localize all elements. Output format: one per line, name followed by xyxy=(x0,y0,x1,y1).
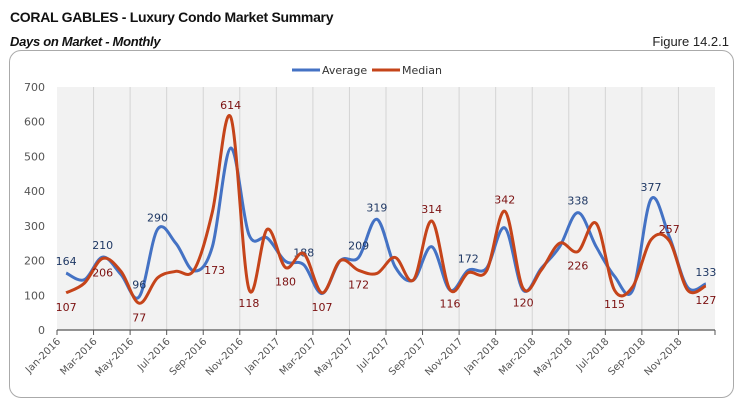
data-label: 172 xyxy=(458,252,479,265)
data-label: 164 xyxy=(56,255,77,268)
data-label: 173 xyxy=(204,264,225,277)
data-label: 96 xyxy=(132,279,146,292)
x-tick-label: Nov-2016 xyxy=(204,336,246,378)
y-tick-label: 400 xyxy=(24,185,45,198)
data-label: 172 xyxy=(348,278,369,291)
data-label: 342 xyxy=(494,193,515,206)
data-label: 377 xyxy=(641,181,662,194)
data-label: 206 xyxy=(92,266,113,279)
data-label: 116 xyxy=(439,298,460,311)
x-tick-label: Jul-2018 xyxy=(574,336,612,374)
data-label: 338 xyxy=(567,195,588,208)
x-tick-label: Jul-2017 xyxy=(355,336,393,374)
data-label: 77 xyxy=(132,311,146,324)
data-label: 107 xyxy=(56,301,77,314)
x-tick-label: Jan-2016 xyxy=(23,336,63,376)
data-label: 115 xyxy=(604,298,625,311)
data-label: 210 xyxy=(92,239,113,252)
y-tick-label: 100 xyxy=(24,289,45,302)
legend-label-median: Median xyxy=(402,64,442,77)
x-tick-label: Sep-2018 xyxy=(606,336,648,378)
y-tick-label: 700 xyxy=(24,81,45,94)
chart-frame xyxy=(9,50,734,398)
data-label: 257 xyxy=(659,223,680,236)
page-title: CORAL GABLES - Luxury Condo Market Summa… xyxy=(10,9,334,25)
data-label: 180 xyxy=(275,276,296,289)
data-label: 133 xyxy=(695,266,716,279)
x-tick-label: Jan-2017 xyxy=(243,336,283,376)
y-tick-label: 300 xyxy=(24,220,45,233)
x-tick-label: May-2016 xyxy=(93,336,136,379)
figure-number: Figure 14.2.1 xyxy=(652,34,729,49)
x-tick-label: May-2018 xyxy=(532,336,575,379)
y-tick-label: 500 xyxy=(24,150,45,163)
x-tick-label: Jul-2016 xyxy=(135,336,173,374)
y-tick-label: 600 xyxy=(24,116,45,129)
data-label: 226 xyxy=(567,260,588,273)
data-label: 127 xyxy=(695,294,716,307)
data-label: 314 xyxy=(421,203,442,216)
x-tick-label: May-2017 xyxy=(313,336,356,379)
data-label: 209 xyxy=(348,239,369,252)
legend-label-average: Average xyxy=(322,64,367,77)
data-label: 107 xyxy=(312,301,333,314)
y-tick-label: 200 xyxy=(24,255,45,268)
data-label: 290 xyxy=(147,211,168,224)
data-label: 319 xyxy=(366,201,387,214)
chart-subtitle: Days on Market - Monthly xyxy=(10,34,161,49)
series-line-average xyxy=(65,146,707,300)
data-label: 614 xyxy=(220,99,241,112)
x-tick-label: Nov-2018 xyxy=(643,336,685,378)
data-label: 118 xyxy=(238,297,259,310)
y-tick-label: 0 xyxy=(38,324,45,337)
x-tick-label: Sep-2016 xyxy=(168,336,210,378)
x-tick-label: Nov-2017 xyxy=(423,336,465,378)
data-label: 120 xyxy=(513,296,534,309)
x-tick-label: Jan-2018 xyxy=(462,336,502,376)
x-tick-label: Sep-2017 xyxy=(387,336,429,378)
